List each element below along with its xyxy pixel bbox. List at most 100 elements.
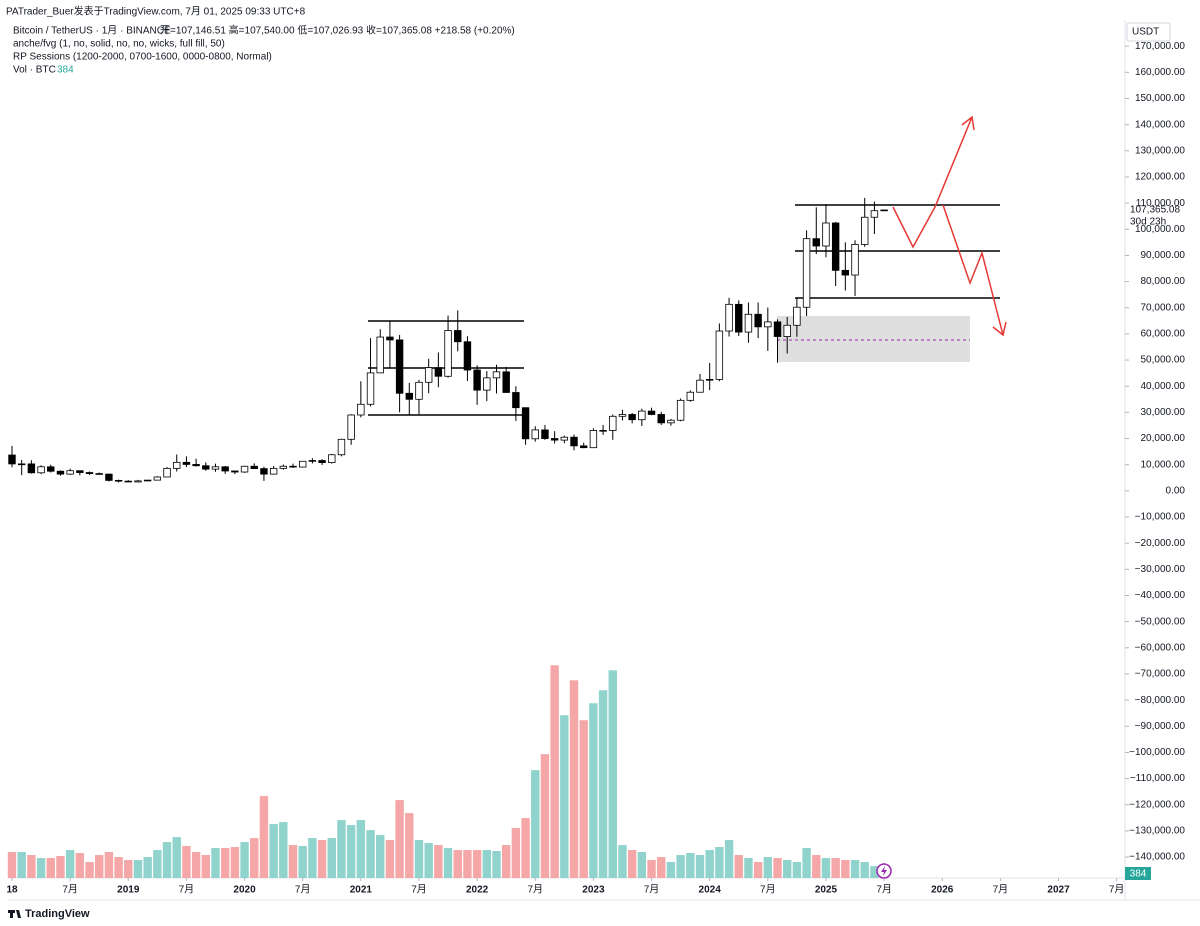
volume-bar	[531, 770, 540, 878]
projection-arrow	[892, 116, 973, 249]
volume-bar	[831, 858, 840, 878]
volume-bar	[7, 852, 17, 878]
candle-body	[105, 473, 113, 481]
volume-bar	[27, 855, 36, 878]
currency[interactable]: USDT	[1132, 27, 1159, 38]
volume-bar	[666, 862, 676, 878]
x-tick-label: 7月	[993, 884, 1009, 896]
candle-body	[628, 414, 636, 421]
volume-bar	[317, 840, 327, 878]
y-tick-label: −30,000.00	[1135, 564, 1186, 575]
candle-body	[618, 414, 627, 417]
volume-bar	[288, 845, 298, 878]
candle-body	[114, 479, 123, 482]
volume-bar	[540, 754, 550, 878]
x-tick-label: 7月	[527, 884, 543, 896]
y-tick-label: 160,000.00	[1135, 67, 1185, 78]
candle-body	[192, 464, 200, 467]
candle-body	[357, 403, 365, 416]
volume-bar	[36, 858, 46, 878]
volume-bar	[191, 852, 201, 878]
candle-body	[17, 463, 26, 466]
candle-body	[541, 429, 549, 439]
x-tick-label: 7月	[760, 884, 776, 896]
candle-body	[182, 461, 191, 465]
candle-body	[415, 381, 423, 400]
brand-logo	[8, 910, 21, 918]
volume-bar	[608, 670, 617, 878]
volume-bar	[211, 848, 220, 878]
candle-body	[269, 467, 278, 475]
volume-bar	[783, 860, 792, 878]
volume-bar	[75, 853, 85, 878]
candle-body	[424, 367, 433, 383]
y-tick-label: −50,000.00	[1135, 616, 1186, 627]
candle-body	[240, 465, 249, 473]
x-tick-label: 7月	[62, 884, 78, 896]
volume-bar	[715, 847, 724, 878]
candle-body	[376, 336, 384, 374]
volume-bar	[569, 680, 579, 878]
y-tick-label: 30,000.00	[1141, 407, 1186, 418]
candle-body	[764, 321, 772, 328]
candle-body	[512, 392, 520, 409]
volume-bar	[405, 813, 414, 878]
candle-body	[66, 470, 74, 475]
volume-bar	[589, 703, 598, 878]
volume-bar	[308, 838, 317, 878]
x-tick-label: 2019	[117, 885, 140, 896]
volume-bar	[482, 850, 492, 878]
volume-bar	[598, 690, 608, 878]
attribution: PATrader_Buer发表于TradingView.com, 7月 01, …	[6, 5, 306, 18]
x-tick-label: 7月	[179, 884, 195, 896]
candle-body	[153, 476, 162, 481]
volume-badge: 384	[1130, 869, 1147, 880]
ohlc: 开=107,146.51 高=107,540.00 低=107,026.93 收…	[160, 24, 515, 37]
candle-body	[231, 470, 239, 473]
y-tick-label: −120,000.00	[1129, 799, 1185, 810]
candle-body	[463, 341, 472, 371]
x-tick-label: 2020	[233, 885, 256, 896]
currency-box[interactable]	[1126, 22, 1171, 42]
x-tick-label: 18	[6, 885, 18, 896]
candle-body	[851, 244, 859, 276]
candle-body	[705, 379, 714, 381]
y-tick-label: 0.00	[1166, 485, 1186, 496]
y-tick-label: 70,000.00	[1141, 302, 1186, 313]
candle-body	[638, 410, 646, 421]
candle-body	[454, 330, 462, 343]
candle-body	[405, 392, 413, 400]
y-tick-label: −80,000.00	[1135, 695, 1186, 706]
candle-body	[521, 407, 530, 440]
candle-body	[870, 210, 879, 218]
candle-body	[211, 466, 220, 470]
candle-body	[531, 429, 539, 440]
y-tick-label: −140,000.00	[1129, 852, 1185, 863]
candle-body	[37, 466, 45, 474]
candle-body	[483, 377, 491, 391]
volume-bar	[385, 840, 395, 878]
candle-body	[580, 445, 588, 449]
volume-bar	[521, 818, 530, 878]
candle-body	[473, 369, 481, 391]
y-tick-label: −100,000.00	[1129, 747, 1185, 758]
candle-body	[589, 430, 598, 449]
volume-bar	[850, 860, 860, 878]
volume-bar	[511, 828, 521, 878]
volume-bar	[618, 845, 627, 878]
candle-body	[289, 465, 297, 468]
x-tick-label: 2025	[815, 885, 838, 896]
candle-body	[676, 399, 685, 421]
volume-bar	[841, 860, 850, 878]
volume-bar	[153, 850, 162, 878]
indicator: RP Sessions (1200-2000, 0700-1600, 0000-…	[13, 52, 272, 63]
brand: TradingView	[25, 908, 90, 920]
volume-bar	[647, 860, 656, 878]
candle-body	[735, 303, 743, 333]
candle-body	[744, 313, 753, 333]
volume-bar	[637, 852, 647, 878]
last-price: 107,365.08	[1130, 205, 1180, 216]
volume-bar	[676, 855, 685, 878]
volume-bar	[230, 847, 240, 878]
volume-legend: Vol · BTC	[13, 65, 56, 76]
